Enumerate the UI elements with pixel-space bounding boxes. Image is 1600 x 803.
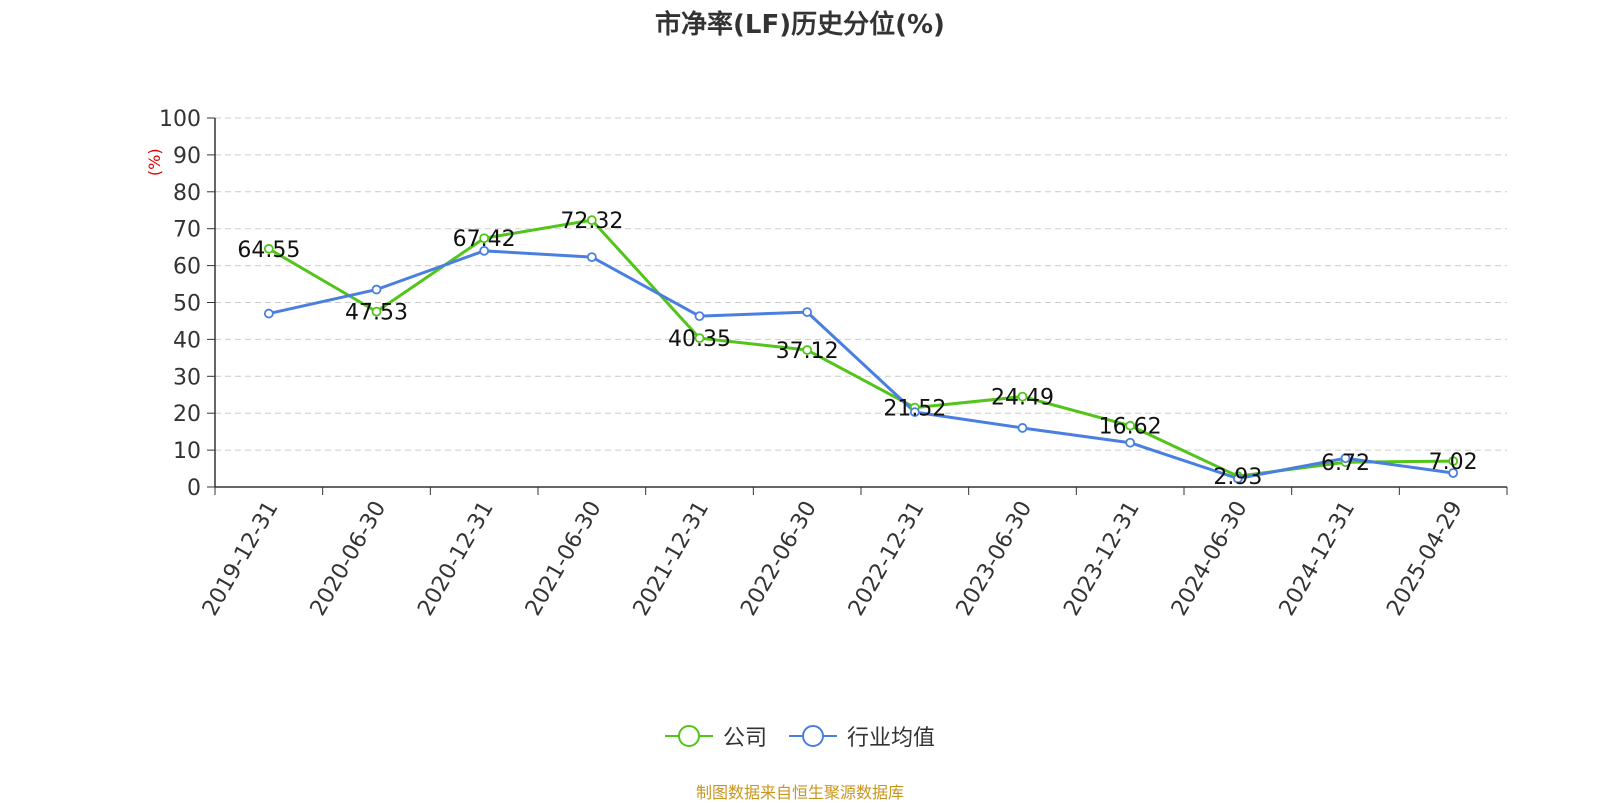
data-point-1 — [1448, 468, 1459, 478]
data-point-1 — [263, 308, 274, 319]
y-tick-label: 0 — [187, 476, 201, 501]
y-tick-label: 60 — [173, 255, 201, 280]
y-tick-label: 30 — [173, 365, 201, 390]
x-tick-label: 2022-12-31 — [844, 497, 930, 620]
data-point-0 — [1017, 391, 1028, 402]
data-label: 47.53 — [345, 301, 408, 326]
y-tick-label: 20 — [173, 402, 201, 427]
source-note: 制图数据来自恒生聚源数据库 — [695, 783, 904, 802]
legend-label-industry-avg: 行业均值 — [847, 726, 936, 751]
data-point-1 — [371, 284, 382, 295]
y-tick-label: 70 — [173, 218, 201, 243]
x-tick-label: 2024-06-30 — [1167, 497, 1253, 620]
x-tick-label: 2023-12-31 — [1059, 497, 1145, 620]
data-point-0 — [479, 233, 490, 244]
data-label: 72.32 — [560, 209, 623, 234]
legend-label-company: 公司 — [722, 726, 767, 751]
data-point-1 — [909, 407, 920, 417]
y-axis-label: (%) — [145, 148, 164, 176]
data-point-0 — [371, 306, 382, 317]
data-label: 16.62 — [1099, 415, 1162, 440]
x-tick-label: 2024-12-31 — [1275, 497, 1361, 620]
data-label: 67.42 — [453, 227, 516, 252]
data-point-1 — [802, 307, 813, 317]
data-label: 40.35 — [668, 327, 731, 352]
series-line-0 — [268, 218, 1454, 478]
data-label: 24.49 — [991, 386, 1054, 411]
x-tick-label: 2021-12-31 — [629, 497, 715, 620]
legend-marker-industry-avg — [789, 725, 837, 747]
x-tick-label: 2019-12-31 — [198, 497, 284, 620]
x-tick-label: 2021-06-30 — [521, 497, 607, 620]
x-tick-label: 2023-06-30 — [952, 497, 1038, 620]
x-tick-label: 2025-04-29 — [1382, 497, 1468, 620]
y-tick-label: 40 — [173, 328, 201, 353]
x-tick-label: 2020-06-30 — [306, 497, 392, 620]
series-line-1 — [268, 249, 1454, 481]
y-tick-label: 80 — [173, 181, 201, 206]
data-point-1 — [586, 252, 597, 263]
data-point-1 — [1125, 437, 1136, 448]
y-tick-label: 10 — [173, 439, 201, 464]
data-point-1 — [1017, 423, 1028, 433]
data-label: 7.02 — [1429, 450, 1478, 475]
data-point-0 — [1448, 456, 1459, 466]
data-point-0 — [802, 345, 813, 355]
data-point-1 — [1340, 453, 1351, 464]
x-tick-label: 2022-06-30 — [736, 497, 822, 620]
grid-lines — [215, 117, 1507, 451]
x-tick-label: 2020-12-31 — [413, 497, 499, 620]
data-label: 64.55 — [237, 238, 300, 263]
data-point-0 — [586, 215, 597, 226]
data-point-0 — [263, 243, 274, 254]
data-point-0 — [1125, 420, 1136, 431]
data-point-0 — [694, 333, 705, 344]
data-labels: 64.55 47.53 67.42 72.32 40.35 37.12 21.52 24.49… — [237, 209, 1477, 490]
data-label: 2.93 — [1213, 465, 1262, 490]
data-label: 21.52 — [883, 397, 946, 422]
legend-item-industry-avg[interactable]: 行业均值 — [789, 720, 935, 752]
legend: 公司 行业均值 — [0, 720, 1600, 752]
legend-marker-company — [664, 725, 713, 747]
y-tick-label: 50 — [173, 292, 201, 317]
series-lines — [263, 215, 1459, 484]
legend-item-company[interactable]: 公司 — [664, 720, 767, 752]
data-label: 37.12 — [776, 339, 839, 364]
y-tick-label: 90 — [173, 144, 201, 169]
data-point-1 — [1232, 473, 1243, 484]
data-label: 6.72 — [1321, 451, 1370, 476]
data-point-1 — [479, 245, 490, 256]
chart-title: 市净率(LF)历史分位(%) — [655, 10, 945, 40]
data-point-1 — [694, 311, 705, 322]
y-tick-label: 100 — [159, 107, 201, 132]
